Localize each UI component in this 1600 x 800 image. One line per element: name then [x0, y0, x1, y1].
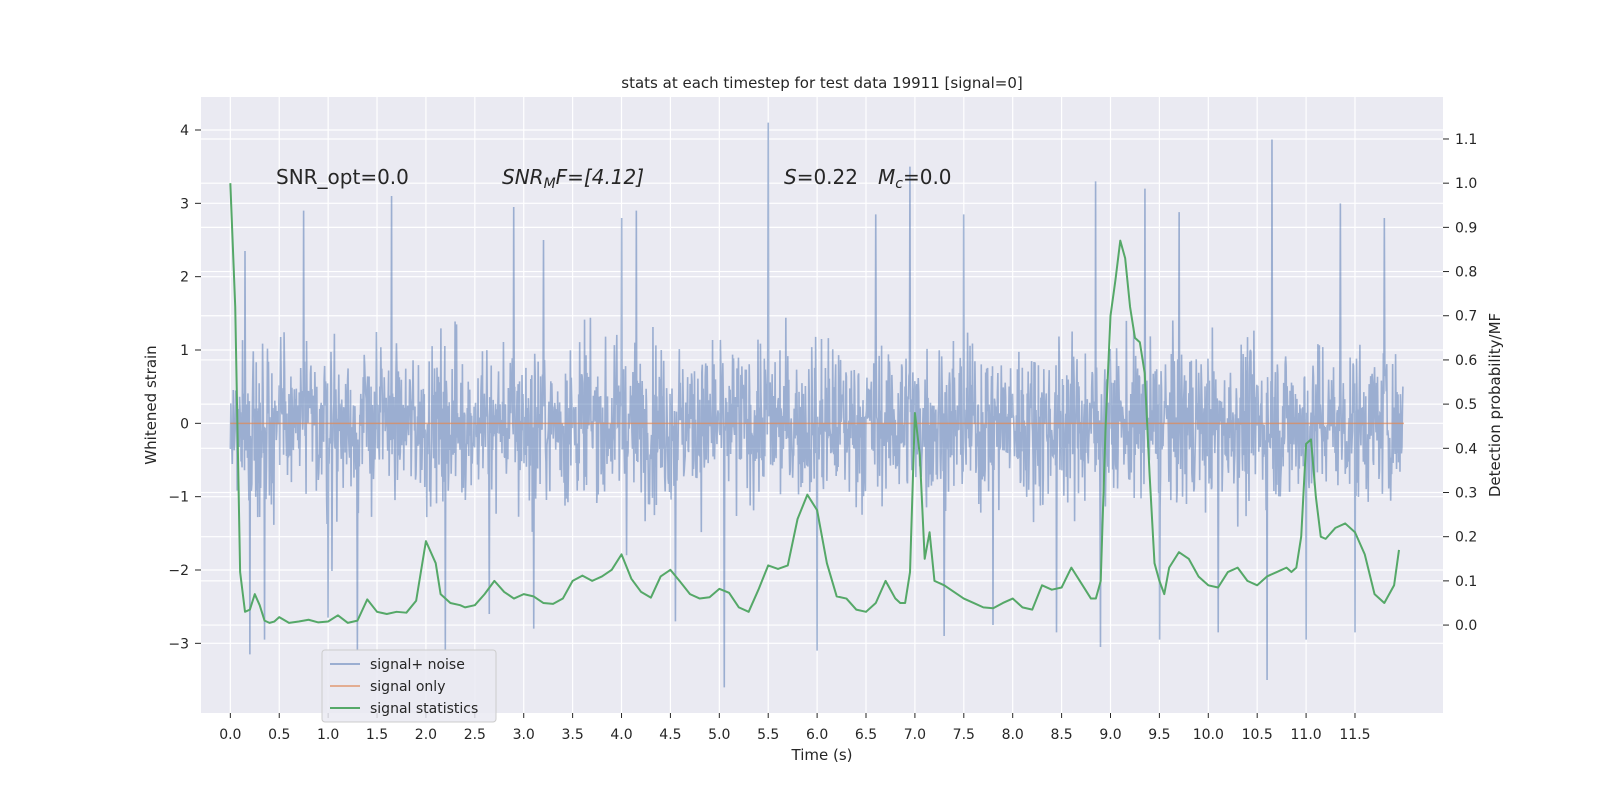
annotation-snr-symbol: SNR — [502, 165, 544, 189]
right-y-tick-label: 0.0 — [1455, 618, 1477, 634]
x-tick-label: 3.0 — [513, 727, 535, 743]
annotation-mc: Mc=0.0 — [878, 165, 952, 192]
x-tick-label: 8.5 — [1050, 727, 1072, 743]
legend-label-signal-noise: signal+ noise — [370, 657, 465, 673]
x-tick-label: 2.0 — [415, 727, 437, 743]
right-y-tick-label: 0.9 — [1455, 220, 1477, 236]
x-tick-label: 2.5 — [464, 727, 486, 743]
left-y-axis-ticks: −3 −2 −1 0 1 2 3 4 — [168, 123, 201, 652]
legend: signal+ noise signal only signal statist… — [321, 649, 497, 723]
annotation-mc-subscript: c — [895, 176, 903, 192]
right-y-tick-label: 0.4 — [1455, 441, 1477, 457]
annotation-mc-value: =0.0 — [903, 165, 952, 189]
right-y-axis-label: Detection probability/MF — [1486, 313, 1504, 497]
x-tick-label: 4.0 — [610, 727, 632, 743]
left-y-axis-label: Whitened strain — [142, 345, 160, 464]
right-y-tick-label: 0.2 — [1455, 530, 1477, 546]
signal-noise-line — [229, 122, 1404, 688]
chart-title: stats at each timestep for test data 199… — [621, 74, 1022, 92]
x-tick-label: 7.5 — [953, 727, 975, 743]
x-tick-label: 1.0 — [317, 727, 339, 743]
x-tick-label: 4.5 — [659, 727, 681, 743]
right-y-tick-label: 0.6 — [1455, 353, 1477, 369]
right-y-tick-label: 0.3 — [1455, 485, 1477, 501]
legend-box — [321, 649, 497, 723]
annotation-snr-subscript: M — [544, 176, 556, 192]
annotation-s: S=0.22 — [784, 165, 858, 189]
legend-label-signal-only: signal only — [370, 679, 445, 695]
right-y-tick-label: 0.1 — [1455, 574, 1477, 590]
x-tick-label: 6.5 — [855, 727, 877, 743]
x-tick-label: 5.5 — [757, 727, 779, 743]
right-y-axis-ticks: 0.0 0.1 0.2 0.3 0.4 0.5 0.6 0.7 0.8 0.9 1.0 1.1 — [1443, 132, 1477, 634]
x-tick-label: 9.5 — [1148, 727, 1170, 743]
x-tick-label: 3.5 — [561, 727, 583, 743]
x-tick-label: 9.0 — [1099, 727, 1121, 743]
left-y-tick-label: −2 — [168, 563, 189, 579]
x-tick-label: 11.5 — [1339, 727, 1370, 743]
x-tick-label: 0.5 — [268, 727, 290, 743]
annotation-snr-mf: SNRMF=[4.12] — [502, 165, 644, 192]
right-y-tick-label: 1.1 — [1455, 132, 1477, 148]
left-y-tick-label: 4 — [180, 123, 189, 139]
annotation-s-value: =0.22 — [797, 165, 858, 189]
x-tick-label: 7.0 — [904, 727, 926, 743]
x-tick-label: 5.0 — [708, 727, 730, 743]
legend-label-signal-statistics: signal statistics — [370, 701, 478, 717]
right-y-tick-label: 0.7 — [1455, 309, 1477, 325]
signal-statistics-line — [229, 183, 1400, 624]
left-y-tick-label: −3 — [168, 636, 189, 652]
x-tick-label: 8.0 — [1002, 727, 1024, 743]
signal-noise-trace — [229, 122, 1404, 688]
x-tick-label: 6.0 — [806, 727, 828, 743]
left-y-tick-label: −1 — [168, 490, 189, 506]
left-y-tick-label: 1 — [180, 343, 189, 359]
signal-statistics-trace — [229, 183, 1400, 624]
x-tick-label: 10.0 — [1193, 727, 1224, 743]
x-tick-label: 11.0 — [1291, 727, 1322, 743]
x-tick-label: 0.0 — [219, 727, 241, 743]
annotation-snr-value: F=[4.12] — [556, 165, 644, 189]
left-y-tick-label: 3 — [180, 196, 189, 212]
right-y-tick-label: 0.5 — [1455, 397, 1477, 413]
right-y-tick-label: 1.0 — [1455, 176, 1477, 192]
annotation-mc-symbol: M — [878, 165, 895, 189]
x-tick-label: 10.5 — [1242, 727, 1273, 743]
right-y-tick-label: 0.8 — [1455, 265, 1477, 281]
x-tick-label: 1.5 — [366, 727, 388, 743]
x-axis-label: Time (s) — [791, 746, 853, 764]
annotation-s-symbol: S — [784, 165, 797, 189]
left-y-tick-label: 2 — [180, 270, 189, 286]
left-y-tick-label: 0 — [180, 416, 189, 432]
x-axis-ticks: 0.0 0.5 1.0 1.5 2.0 2.5 3.0 3.5 4.0 4.5 5.0 5.5 6.0 6… — [219, 713, 1371, 743]
annotation-snr-opt: SNR_opt=0.0 — [276, 165, 409, 189]
